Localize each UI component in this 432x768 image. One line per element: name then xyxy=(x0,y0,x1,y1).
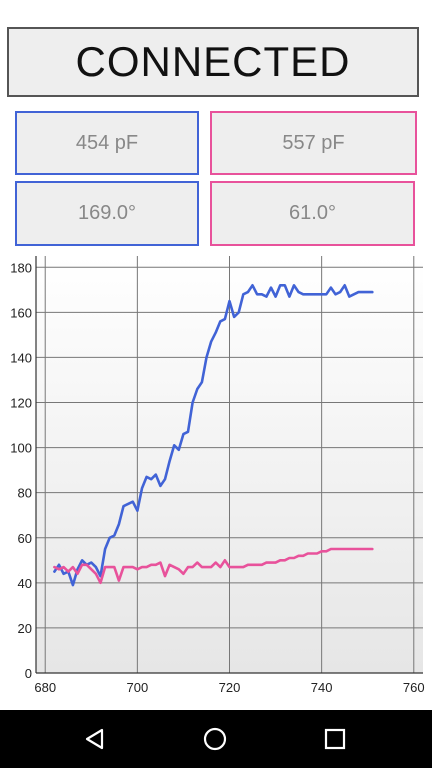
y-tick-label: 120 xyxy=(10,396,32,411)
angle-reading-pink: 61.0° xyxy=(210,181,415,246)
series-line-pink xyxy=(53,547,374,585)
capacitance-reading-pink: 557 pF xyxy=(210,111,417,175)
back-icon xyxy=(85,728,104,750)
back-button[interactable] xyxy=(80,724,110,754)
system-navigation-bar xyxy=(0,710,432,768)
x-tick-label: 740 xyxy=(311,680,333,695)
y-tick-label: 0 xyxy=(25,666,32,681)
x-tick-label: 720 xyxy=(219,680,241,695)
y-tick-label: 180 xyxy=(10,260,32,275)
series-line-blue xyxy=(53,283,374,587)
x-tick-label: 680 xyxy=(34,680,56,695)
chart-canvas: 0 20 40 60 80 100 120 140 160 180 680 700 720 740 760 xyxy=(10,256,425,695)
y-tick-label: 160 xyxy=(10,305,32,320)
home-button[interactable] xyxy=(200,724,230,754)
home-icon xyxy=(203,727,227,751)
y-tick-label: 100 xyxy=(10,441,32,456)
connection-status-banner[interactable]: CONNECTED xyxy=(7,27,419,97)
angle-reading-blue: 169.0° xyxy=(15,181,199,246)
x-tick-label: 700 xyxy=(127,680,149,695)
recents-button[interactable] xyxy=(320,724,350,754)
y-tick-label: 80 xyxy=(18,486,32,501)
y-tick-label: 60 xyxy=(18,531,32,546)
y-tick-label: 20 xyxy=(18,621,32,636)
connection-status-label: CONNECTED xyxy=(75,38,351,85)
line-chart: 0 20 40 60 80 100 120 140 160 180 680 700 720 740 760 xyxy=(0,252,432,708)
y-tick-label: 140 xyxy=(10,350,32,365)
recents-icon xyxy=(324,728,346,750)
capacitance-reading-blue: 454 pF xyxy=(15,111,199,175)
y-tick-label: 40 xyxy=(18,576,32,591)
x-tick-label: 760 xyxy=(403,680,425,695)
